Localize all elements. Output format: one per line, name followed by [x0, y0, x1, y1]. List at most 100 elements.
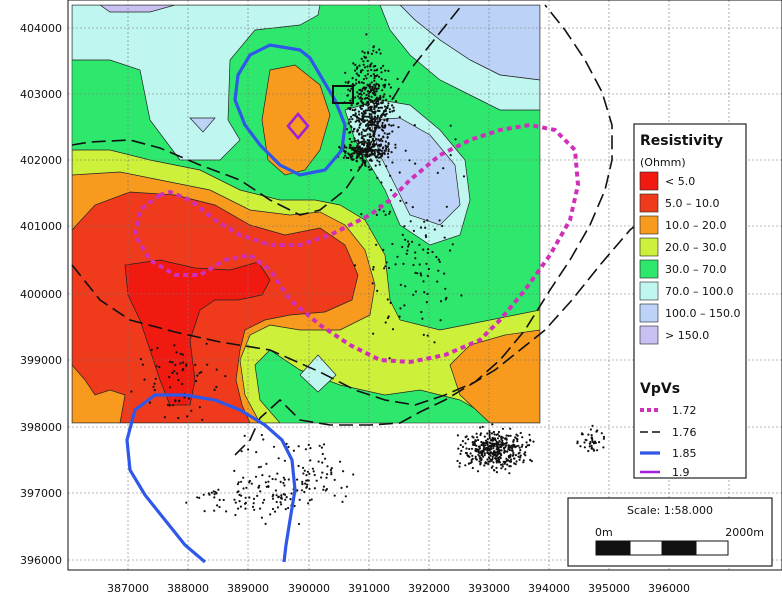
seismic-event-dot	[596, 449, 599, 452]
seismic-event-dot	[347, 88, 350, 91]
seismic-event-dot	[213, 509, 216, 512]
seismic-event-dot	[509, 446, 512, 449]
seismic-event-dot	[252, 497, 256, 500]
seismic-event-dot	[368, 168, 371, 171]
seismic-event-dot	[414, 290, 417, 293]
seismic-event-dot	[505, 434, 508, 437]
seismic-event-dot	[372, 140, 375, 143]
seismic-event-dot	[206, 363, 209, 366]
seismic-event-dot	[588, 442, 591, 445]
seismic-event-dot	[383, 105, 387, 108]
seismic-event-dot	[385, 147, 388, 150]
seismic-event-dot	[389, 86, 392, 89]
seismic-event-dot	[360, 81, 363, 84]
seismic-event-dot	[194, 363, 197, 366]
seismic-event-dot	[359, 141, 362, 144]
seismic-event-dot	[525, 441, 528, 444]
seismic-event-dot	[385, 165, 388, 168]
seismic-event-dot	[259, 507, 262, 510]
seismic-event-dot	[310, 498, 313, 501]
seismic-event-dot	[387, 102, 390, 105]
seismic-event-dot	[283, 478, 286, 481]
seismic-event-dot	[283, 459, 286, 462]
seismic-event-dot	[321, 452, 324, 456]
seismic-event-dot	[365, 154, 368, 157]
seismic-event-dot	[495, 471, 498, 474]
seismic-event-dot	[240, 494, 243, 497]
seismic-event-dot	[506, 463, 509, 466]
seismic-event-dot	[384, 144, 387, 147]
seismic-event-dot	[264, 481, 267, 484]
seismic-event-dot	[486, 438, 489, 441]
seismic-event-dot	[483, 454, 486, 457]
legend-swatch	[639, 259, 659, 279]
seismic-event-dot	[362, 138, 365, 141]
seismic-event-dot	[501, 463, 504, 466]
seismic-event-dot	[369, 123, 372, 126]
seismic-event-dot	[509, 434, 512, 437]
legend-label: 10.0 – 20.0	[665, 219, 726, 232]
seismic-event-dot	[480, 443, 483, 447]
seismic-event-dot	[168, 404, 171, 407]
seismic-event-dot	[277, 457, 280, 460]
seismic-event-dot	[477, 438, 480, 442]
seismic-event-dot	[358, 126, 361, 129]
x-tick-label: 396000	[648, 582, 690, 595]
seismic-event-dot	[370, 95, 373, 98]
seismic-event-dot	[354, 139, 357, 142]
seismic-event-dot	[340, 486, 343, 489]
zone-100-150-midright	[369, 117, 461, 226]
seismic-event-dot	[437, 258, 440, 261]
seismic-event-dot	[361, 117, 364, 120]
seismic-event-dot	[373, 90, 376, 93]
seismic-event-dot	[407, 243, 411, 246]
legend-label: 1.72	[672, 404, 697, 417]
seismic-event-dot	[383, 93, 386, 96]
seismic-event-dot	[242, 476, 245, 479]
seismic-event-dot	[362, 150, 365, 154]
seismic-event-dot	[289, 498, 292, 501]
seismic-event-dot	[591, 424, 594, 427]
seismic-event-dot	[382, 84, 385, 87]
seismic-event-dot	[371, 282, 374, 285]
seismic-event-dot	[264, 522, 267, 526]
seismic-event-dot	[360, 104, 363, 107]
seismic-event-dot	[261, 501, 265, 504]
seismic-event-dot	[386, 133, 389, 136]
x-tick-label: 387000	[107, 582, 149, 595]
seismic-event-dot	[349, 89, 352, 92]
seismic-event-dot	[590, 444, 593, 447]
seismic-event-dot	[379, 52, 382, 55]
seismic-event-dot	[200, 371, 203, 374]
seismic-event-dot	[412, 293, 415, 296]
seismic-event-dot	[492, 430, 495, 434]
scale-end: 2000m	[725, 526, 764, 539]
seismic-event-dot	[516, 440, 519, 443]
zone-10-20-bottomright	[449, 329, 540, 423]
seismic-event-dot	[301, 480, 304, 483]
seismic-event-dot	[399, 307, 402, 310]
seismic-event-dot	[518, 458, 521, 461]
seismic-event-dot	[494, 457, 497, 460]
seismic-event-dot	[369, 133, 372, 136]
seismic-event-dot	[139, 358, 142, 361]
seismic-event-dot	[394, 263, 397, 266]
seismic-event-dot	[501, 427, 505, 430]
seismic-event-dot	[260, 516, 263, 519]
seismic-event-dot	[378, 109, 381, 113]
seismic-event-dot	[518, 446, 521, 449]
seismic-event-dot	[260, 433, 263, 437]
seismic-event-dot	[454, 138, 457, 141]
seismic-event-dot	[259, 465, 262, 468]
seismic-event-dot	[512, 440, 515, 443]
seismic-event-dot	[369, 91, 372, 94]
seismic-event-dot	[380, 77, 383, 81]
seismic-event-dot	[390, 151, 393, 154]
seismic-event-dot	[398, 171, 401, 174]
seismic-event-dot	[495, 441, 498, 445]
seismic-event-dot	[591, 440, 595, 444]
seismic-event-dot	[377, 156, 381, 159]
seismic-event-dot	[492, 447, 495, 450]
legend-vpvs-items: 1.72 1.76 1.85 1.9	[640, 404, 697, 479]
